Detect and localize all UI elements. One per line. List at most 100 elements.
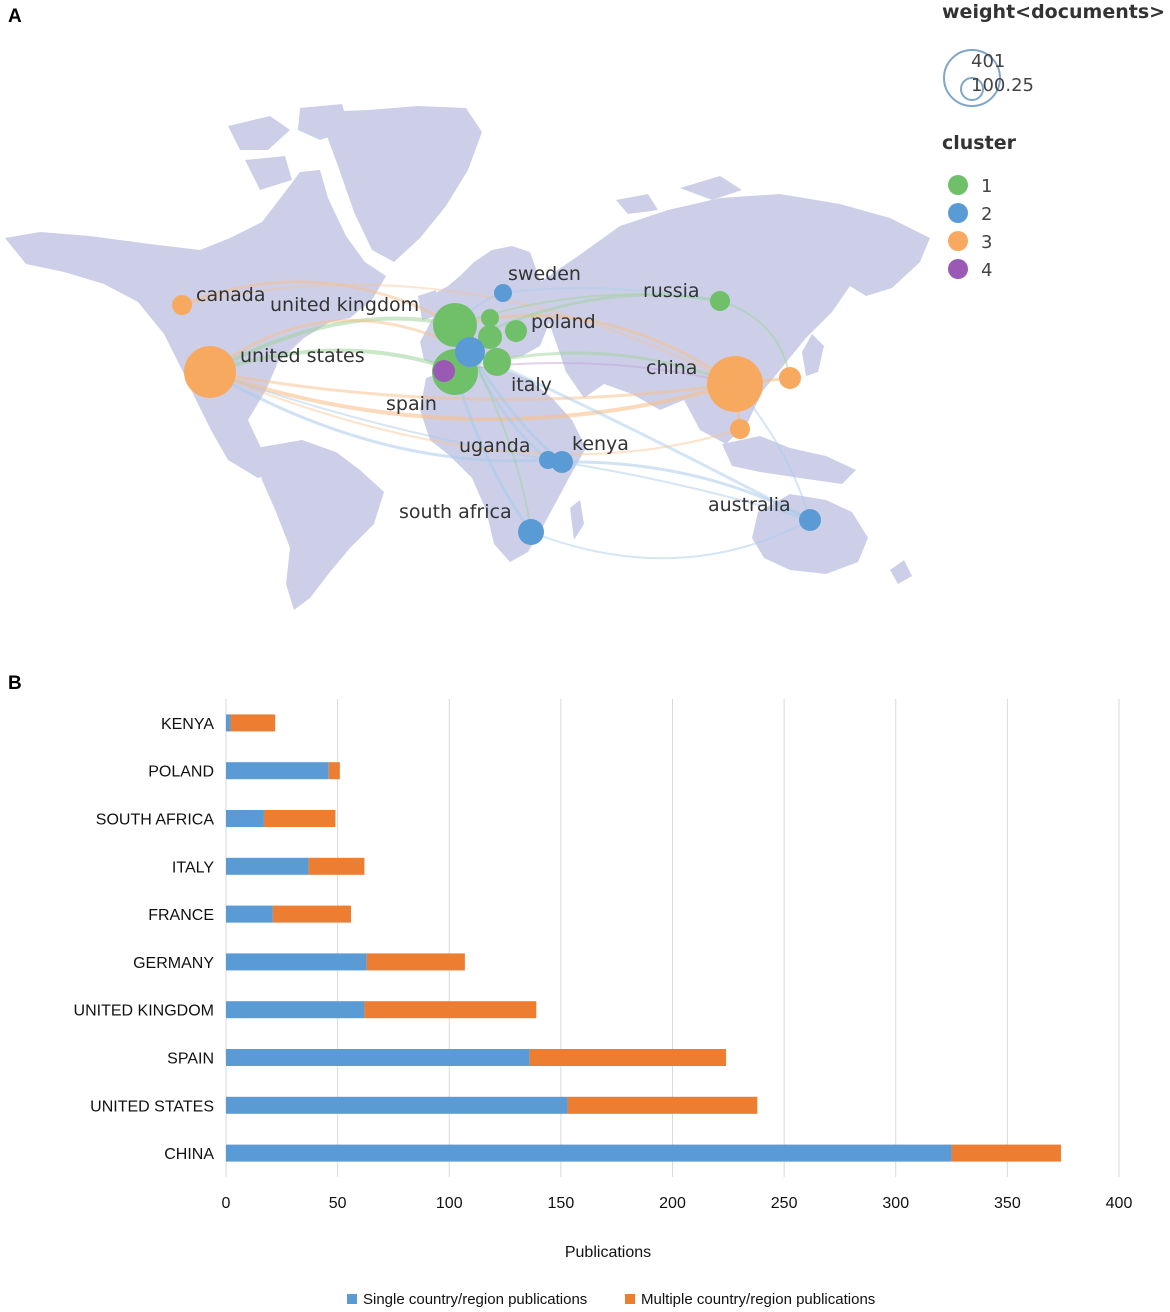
x-tick-250: 250 [771, 1195, 798, 1212]
label-spain: spain [386, 393, 437, 415]
node-australia [799, 509, 821, 531]
cluster-legend-dot-3 [948, 231, 968, 251]
node-united-states [184, 346, 236, 398]
label-south-africa: south africa [399, 501, 512, 523]
panel-a-label: A [8, 6, 22, 27]
cluster-legend-label-3: 3 [981, 232, 992, 253]
cluster-legend-label-1: 1 [981, 176, 992, 197]
bar-france-multiple [272, 905, 352, 923]
bar-china-single [226, 1144, 952, 1162]
node-poland [505, 320, 527, 342]
bar-spain-multiple [529, 1049, 727, 1066]
category-label-south-africa: SOUTH AFRICA [96, 812, 215, 829]
x-tick-0: 0 [222, 1195, 231, 1212]
chart-x-tick-labels: 0 50 100 150 200 250 300 350 400 [222, 1195, 1133, 1212]
cluster-legend-dot-4 [948, 259, 968, 279]
x-tick-50: 50 [329, 1195, 347, 1212]
node-canada [172, 295, 192, 315]
cluster-legend-dot-2 [948, 203, 968, 223]
category-label-kenya: KENYA [161, 716, 214, 733]
node-europe-2 [478, 325, 502, 349]
bar-china-multiple [951, 1144, 1061, 1162]
category-label-united-states: UNITED STATES [90, 1098, 214, 1115]
legend-label-single: Single country/region publications [363, 1291, 587, 1308]
collaboration-links [180, 280, 812, 560]
panel-b-label: B [8, 673, 22, 694]
chart-bars [226, 714, 1061, 1162]
category-label-china: CHINA [164, 1146, 214, 1163]
category-label-italy: ITALY [172, 859, 214, 876]
label-russia: russia [643, 280, 700, 302]
node-kenya [551, 451, 573, 473]
node-united-kingdom [433, 303, 477, 347]
country-labels: canada united kingdom united states swed… [196, 263, 791, 523]
bar-germany-single [226, 953, 367, 971]
bar-italy-multiple [308, 857, 365, 875]
bar-united-kingdom-single [226, 1001, 365, 1019]
legend-swatch-single [347, 1294, 357, 1304]
x-tick-200: 200 [659, 1195, 686, 1212]
weight-legend-title: weight<documents> [942, 1, 1165, 23]
bar-south-africa-single [226, 810, 264, 827]
bar-germany-multiple [366, 953, 465, 971]
cluster-legend: cluster 1 2 3 4 [942, 132, 1017, 281]
weight-legend-large-circle [943, 49, 1001, 107]
label-canada: canada [196, 284, 265, 306]
node-south-africa [518, 519, 544, 545]
bar-united-states-multiple [567, 1096, 758, 1114]
category-label-germany: GERMANY [133, 955, 214, 972]
node-china [707, 356, 763, 412]
weight-legend-small-circle [960, 77, 984, 101]
node-italy [483, 348, 511, 376]
label-italy: italy [511, 374, 552, 396]
label-china: china [646, 357, 697, 379]
category-label-united-kingdom: UNITED KINGDOM [74, 1003, 214, 1020]
cluster-legend-title: cluster [942, 132, 1017, 154]
node-sweden [494, 284, 512, 302]
category-label-france: FRANCE [148, 907, 214, 924]
node-russia [710, 291, 730, 311]
legend-swatch-multiple [625, 1294, 635, 1304]
cluster-legend-label-2: 2 [981, 204, 992, 225]
x-tick-300: 300 [882, 1195, 909, 1212]
bar-poland-multiple [328, 762, 340, 780]
x-tick-150: 150 [548, 1195, 575, 1212]
legend-label-multiple: Multiple country/region publications [641, 1291, 875, 1308]
bar-united-kingdom-multiple [364, 1001, 537, 1019]
label-sweden: sweden [508, 263, 581, 285]
category-label-spain: SPAIN [167, 1051, 214, 1068]
bar-spain-single [226, 1049, 530, 1066]
bar-south-africa-multiple [263, 810, 336, 827]
cluster-legend-dot-1 [948, 175, 968, 195]
publications-bar-chart: KENYA POLAND SOUTH AFRICA ITALY FRANCE GERMAN… [74, 699, 1133, 1308]
node-europe-1 [481, 309, 499, 327]
node-se-asia [730, 419, 750, 439]
bar-kenya-single [226, 714, 231, 732]
label-uganda: uganda [459, 435, 531, 457]
label-united-kingdom: united kingdom [270, 294, 419, 316]
category-label-poland: POLAND [148, 764, 214, 781]
cluster-legend-label-4: 4 [981, 260, 992, 281]
chart-legend: Single country/region publications Multi… [347, 1291, 875, 1308]
x-tick-350: 350 [994, 1195, 1021, 1212]
weight-legend: weight<documents> 401 100.25 [942, 1, 1165, 107]
node-europe-blue [455, 337, 485, 367]
x-axis-title: Publications [565, 1244, 651, 1261]
label-kenya: kenya [572, 433, 629, 455]
weight-legend-max: 401 [971, 51, 1005, 72]
bar-italy-single [226, 857, 309, 875]
chart-category-labels: KENYA POLAND SOUTH AFRICA ITALY FRANCE GERMAN… [74, 716, 215, 1163]
bar-kenya-multiple [230, 714, 276, 732]
weight-legend-mid: 100.25 [971, 75, 1034, 96]
node-spain-purple [433, 360, 455, 382]
label-poland: poland [531, 311, 596, 333]
x-tick-400: 400 [1106, 1195, 1133, 1212]
collaboration-network-map: canada united kingdom united states swed… [5, 1, 1165, 610]
country-nodes [172, 284, 821, 545]
bar-united-states-single [226, 1096, 568, 1114]
node-japan [779, 367, 801, 389]
bar-france-single [226, 905, 273, 923]
x-tick-100: 100 [436, 1195, 463, 1212]
label-australia: australia [708, 494, 791, 516]
bar-poland-single [226, 762, 329, 780]
